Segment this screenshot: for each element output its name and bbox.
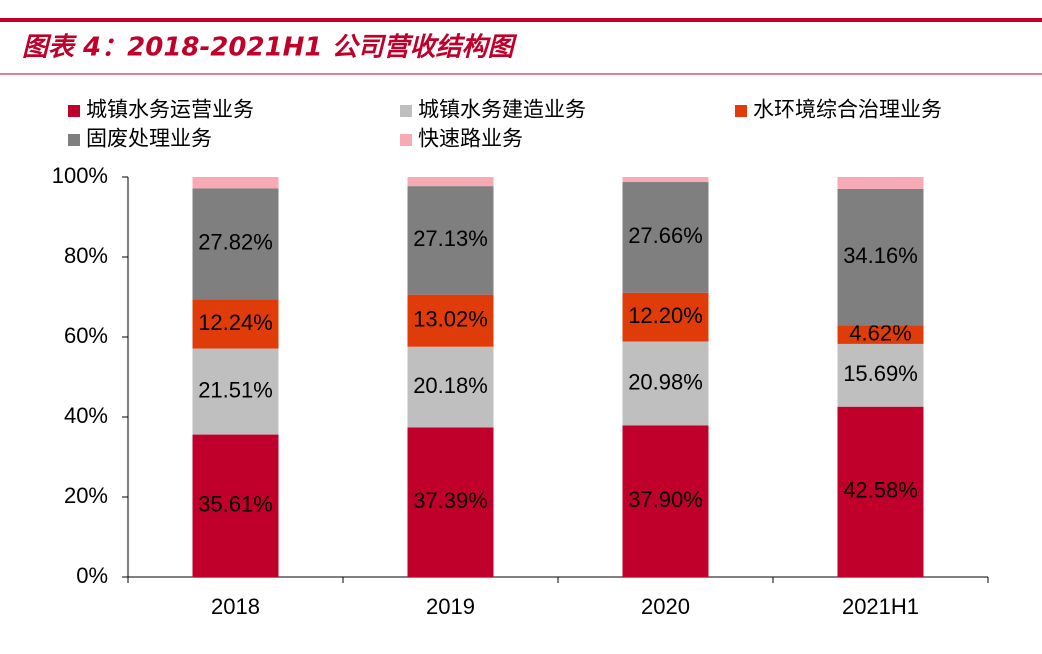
legend-label: 城镇水务建造业务	[418, 98, 586, 122]
data-label: 37.90%	[628, 487, 703, 512]
data-label: 13.02%	[413, 306, 488, 331]
legend-swatch	[735, 105, 747, 117]
x-tick-label: 2020	[641, 594, 690, 619]
y-tick-label: 0%	[76, 563, 108, 588]
bar-segment	[622, 425, 709, 577]
data-label: 15.69%	[843, 361, 918, 386]
data-label: 27.82%	[198, 230, 273, 255]
bar-segment	[837, 177, 924, 189]
data-label: 27.66%	[628, 223, 703, 248]
bar-segment	[622, 182, 709, 293]
data-label: 12.20%	[628, 303, 703, 328]
data-label: 34.16%	[843, 243, 918, 268]
bar-segment	[192, 188, 279, 300]
y-tick-label: 20%	[64, 483, 108, 508]
data-label: 21.51%	[198, 377, 273, 402]
legend-swatch	[68, 134, 80, 146]
y-tick-label: 40%	[64, 403, 108, 428]
data-label: 42.58%	[843, 478, 918, 503]
chart-title: 图表 4：2018-2021H1 公司营收结构图	[22, 33, 518, 63]
x-tick-label: 2019	[426, 594, 475, 619]
bar-segment	[407, 294, 494, 347]
bar-segment	[622, 341, 709, 426]
legend-label: 固废处理业务	[86, 127, 212, 151]
y-tick-label: 60%	[64, 323, 108, 348]
data-label: 20.98%	[628, 369, 703, 394]
bar-segment	[622, 177, 709, 183]
y-tick-label: 100%	[52, 163, 108, 188]
y-tick-label: 80%	[64, 243, 108, 268]
legend-label: 城镇水务运营业务	[86, 98, 254, 122]
data-label: 35.61%	[198, 492, 273, 517]
bar-segment	[837, 188, 924, 326]
bar-segment	[192, 348, 279, 435]
legend-swatch	[68, 105, 80, 117]
legend-swatch	[400, 105, 412, 117]
bar-segment	[622, 292, 709, 342]
legend-label: 快速路业务	[418, 127, 523, 151]
bar-segment	[192, 177, 279, 189]
title-rule	[0, 18, 1042, 22]
bar-segment	[407, 427, 494, 577]
bar-segment	[407, 186, 494, 295]
data-label: 27.13%	[413, 226, 488, 251]
data-label: 12.24%	[198, 310, 273, 335]
x-tick-label: 2018	[211, 594, 260, 619]
bar-segment	[837, 406, 924, 577]
bar-segment	[407, 177, 494, 187]
legend-label: 水环境综合治理业务	[753, 98, 942, 122]
data-label: 37.39%	[413, 488, 488, 513]
data-label: 20.18%	[413, 373, 488, 398]
bar-segment	[407, 346, 494, 428]
bar-segment	[192, 299, 279, 349]
bar-segment	[837, 325, 924, 344]
bar-segment	[837, 343, 924, 407]
bar-segment	[192, 434, 279, 577]
x-tick-label: 2021H1	[842, 594, 919, 619]
legend-swatch	[400, 134, 412, 146]
